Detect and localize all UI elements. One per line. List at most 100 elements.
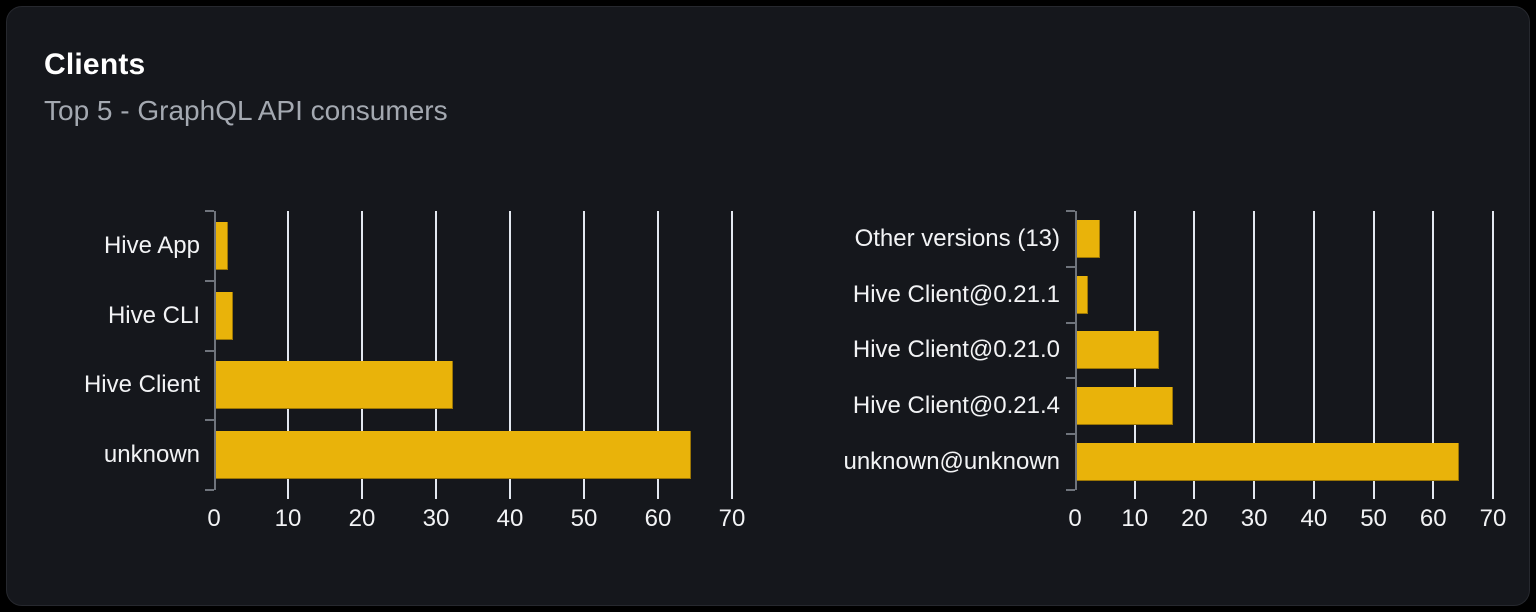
- x-axis-tick: [583, 490, 585, 499]
- bar-row: [216, 351, 732, 421]
- bar-row: [1077, 434, 1493, 490]
- x-axis-tick: [1372, 490, 1375, 499]
- gridline: [1253, 211, 1256, 490]
- x-axis-tick-label: 30: [422, 505, 450, 532]
- category-label: Hive Client@0.21.4: [852, 392, 1060, 420]
- bar-row: [1077, 378, 1493, 434]
- x-axis-tick: [657, 490, 659, 499]
- x-axis-tick: [1492, 490, 1494, 499]
- x-axis-tick-label: 0: [207, 505, 221, 532]
- gridline: [1372, 211, 1375, 490]
- gridlines: [214, 211, 733, 490]
- category-label: Hive App: [103, 231, 200, 259]
- gridline: [1193, 211, 1196, 490]
- x-axis-tick-label: 70: [1479, 505, 1507, 532]
- x-axis-tick: [1253, 490, 1256, 499]
- bar-row: [216, 281, 732, 351]
- category-label: unknown@unknown: [843, 448, 1060, 476]
- category-axis-labels: Other versions (13) Hive Client@0.21.1 Hiv…: [837, 211, 1060, 490]
- x-axis-tick-label: 50: [570, 505, 598, 532]
- x-axis-tick: [731, 490, 733, 499]
- bar-Hive Client@0.21.0[interactable]: [1077, 331, 1159, 370]
- y-axis-tick: [205, 489, 214, 491]
- category-label: Hive CLI: [107, 301, 200, 329]
- clients-by-name-chart: Hive App Hive CLI Hive Client unknown 0 10 20…: [7, 210, 745, 532]
- category-label: Hive Client: [83, 371, 200, 399]
- y-axis-tick: [205, 349, 214, 352]
- bar-Hive App[interactable]: [216, 221, 228, 270]
- bar-row: [216, 211, 732, 281]
- gridline: [657, 211, 659, 490]
- x-axis-tick-label: 60: [644, 505, 672, 532]
- y-axis-tick: [1066, 489, 1075, 491]
- gridline: [1312, 211, 1315, 490]
- y-axis-tick: [1066, 377, 1075, 380]
- x-axis-tick: [361, 490, 363, 499]
- gridline: [1432, 211, 1435, 490]
- clients-by-version-chart: Other versions (13) Hive Client@0.21.1 Hiv…: [837, 210, 1506, 532]
- bar-unknown@unknown[interactable]: [1077, 443, 1459, 482]
- bar-Hive CLI[interactable]: [216, 291, 233, 340]
- category-label: unknown: [103, 441, 200, 469]
- x-axis-tick-label: 60: [1419, 505, 1447, 532]
- x-axis-tick: [509, 490, 511, 499]
- category-label: Other versions (13): [854, 224, 1060, 252]
- x-axis-tick-label: 40: [496, 505, 524, 532]
- y-axis-tick: [1066, 210, 1075, 212]
- x-axis-labels: 0 10 20 30 40 50 60 70: [207, 504, 745, 534]
- clients-panel: Clients Top 5 - GraphQL API consumers Hi…: [6, 6, 1530, 606]
- category-label: Hive Client@0.21.0: [852, 336, 1060, 364]
- x-axis-tick-label: 40: [1300, 505, 1328, 532]
- y-axis-tick: [1066, 321, 1075, 324]
- category-label: Hive Client@0.21.1: [852, 280, 1060, 308]
- x-axis-tick: [1193, 490, 1196, 499]
- gridline: [287, 211, 289, 490]
- bar-row: [1077, 211, 1493, 267]
- y-axis-tick: [205, 279, 214, 282]
- gridline: [361, 211, 363, 490]
- x-axis-ticks: [214, 490, 733, 499]
- gridline: [435, 211, 437, 490]
- bar-Hive Client@0.21.1[interactable]: [1077, 275, 1088, 314]
- y-axis-tick: [205, 419, 214, 422]
- x-axis-ticks: [1075, 490, 1494, 499]
- x-axis-tick: [287, 490, 289, 499]
- x-axis-tick: [1133, 490, 1136, 499]
- bar-row: [216, 420, 732, 490]
- y-axis-line: [1066, 210, 1077, 491]
- panel-subtitle: Top 5 - GraphQL API consumers: [44, 95, 448, 126]
- x-axis-tick-label: 20: [348, 505, 376, 532]
- panel-header: Clients Top 5 - GraphQL API consumers: [44, 47, 448, 128]
- bar-series: [1077, 211, 1493, 490]
- y-axis-line: [205, 210, 216, 491]
- x-axis-labels: 0 10 20 30 40 50 60 70: [1068, 504, 1506, 534]
- y-axis-tick: [1066, 265, 1075, 268]
- plot-area: 0 10 20 30 40 50 60 70: [1066, 210, 1506, 532]
- gridline: [731, 211, 733, 490]
- x-axis-tick-label: 30: [1240, 505, 1268, 532]
- x-axis-tick-label: 10: [1121, 505, 1149, 532]
- x-axis-tick: [1432, 490, 1435, 499]
- gridline: [583, 211, 585, 490]
- y-axis-tick: [205, 210, 214, 212]
- bar-Other versions (13)[interactable]: [1077, 219, 1101, 258]
- x-axis-tick-label: 0: [1068, 505, 1082, 532]
- category-axis-labels: Hive App Hive CLI Hive Client unknown: [7, 211, 200, 490]
- x-axis-tick-label: 10: [274, 505, 302, 532]
- gridline: [1492, 211, 1494, 490]
- x-axis-tick-label: 50: [1360, 505, 1387, 532]
- bar-unknown[interactable]: [216, 431, 691, 480]
- bar-row: [1077, 323, 1493, 379]
- panel-title: Clients: [44, 48, 146, 81]
- y-axis-tick: [1066, 433, 1075, 436]
- bar-row: [1077, 267, 1493, 323]
- bar-series: [216, 211, 732, 490]
- plot-area: 0 10 20 30 40 50 60 70: [205, 210, 745, 532]
- x-axis-tick-label: 20: [1181, 505, 1208, 532]
- x-axis-tick-label: 70: [718, 505, 746, 532]
- x-axis-tick: [1312, 490, 1315, 499]
- bar-Hive Client[interactable]: [216, 361, 453, 410]
- gridline: [509, 211, 511, 490]
- x-axis-tick: [435, 490, 437, 499]
- bar-Hive Client@0.21.4[interactable]: [1077, 387, 1174, 426]
